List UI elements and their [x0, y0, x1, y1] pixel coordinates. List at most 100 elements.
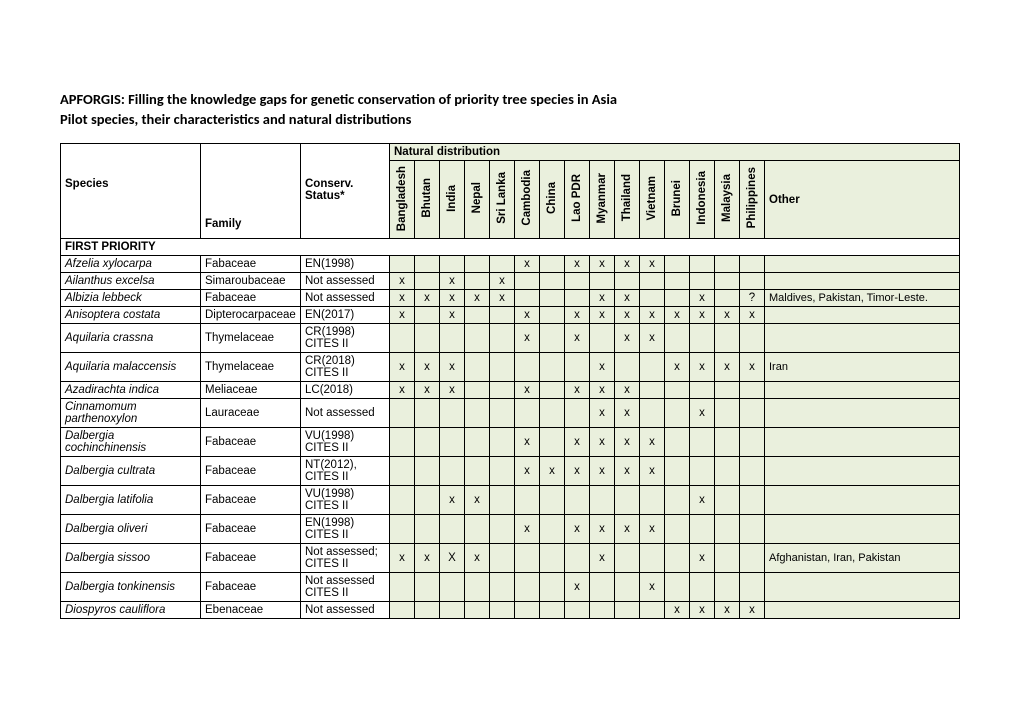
cell-dist [540, 273, 565, 290]
cell-dist: x [690, 399, 715, 428]
cell-dist [540, 486, 565, 515]
cell-dist [440, 428, 465, 457]
cell-dist [640, 273, 665, 290]
cell-dist: x [390, 290, 415, 307]
cell-dist [615, 273, 640, 290]
cell-dist: x [590, 307, 615, 324]
cell-dist [665, 273, 690, 290]
cell-dist [440, 515, 465, 544]
cell-dist: x [415, 353, 440, 382]
cell-species: Dalbergia tonkinensis [61, 573, 201, 602]
cell-species: Albizia lebbeck [61, 290, 201, 307]
cell-dist: x [640, 515, 665, 544]
cell-family: Ebenaceae [201, 602, 301, 619]
cell-dist: x [740, 602, 765, 619]
cell-dist [465, 382, 490, 399]
cell-dist [390, 324, 415, 353]
cell-dist [415, 486, 440, 515]
distribution-table: SpeciesFamilyConserv. Status*Natural dis… [60, 143, 960, 619]
cell-dist [665, 324, 690, 353]
cell-dist [615, 602, 640, 619]
cell-family: Fabaceae [201, 290, 301, 307]
cell-dist [665, 256, 690, 273]
cell-dist [390, 256, 415, 273]
cell-dist [540, 256, 565, 273]
cell-family: Fabaceae [201, 457, 301, 486]
cell-dist: x [515, 382, 540, 399]
cell-dist [715, 399, 740, 428]
table-row: Cinnamomum parthenoxylonLauraceaeNot ass… [61, 399, 960, 428]
cell-dist [690, 256, 715, 273]
cell-dist: x [565, 307, 590, 324]
page: APFORGIS: Filling the knowledge gaps for… [0, 0, 1020, 659]
cell-dist [615, 573, 640, 602]
cell-dist [540, 307, 565, 324]
cell-dist: x [615, 324, 640, 353]
cell-dist [715, 457, 740, 486]
cell-dist [415, 273, 440, 290]
cell-family: Fabaceae [201, 515, 301, 544]
cell-dist [715, 573, 740, 602]
table-row: Dalbergia cultrataFabaceaeNT(2012), CITE… [61, 457, 960, 486]
table-row: Diospyros caulifloraEbenaceaeNot assesse… [61, 602, 960, 619]
cell-dist [615, 486, 640, 515]
cell-dist [665, 486, 690, 515]
cell-dist [590, 486, 615, 515]
cell-family: Simaroubaceae [201, 273, 301, 290]
cell-dist [390, 399, 415, 428]
cell-dist [390, 515, 415, 544]
cell-family: Fabaceae [201, 486, 301, 515]
cell-dist [415, 399, 440, 428]
cell-other [765, 382, 960, 399]
title-line2: Pilot species, their characteristics and… [60, 110, 960, 130]
cell-dist [390, 573, 415, 602]
cell-dist: x [565, 324, 590, 353]
table-head: SpeciesFamilyConserv. Status*Natural dis… [61, 144, 960, 239]
cell-dist: x [590, 428, 615, 457]
cell-dist: x [640, 324, 665, 353]
cell-status: Not assessed [301, 602, 390, 619]
cell-dist [665, 382, 690, 399]
cell-dist [465, 256, 490, 273]
header-status: Conserv. Status* [301, 144, 390, 239]
cell-dist [715, 273, 740, 290]
cell-species: Diospyros cauliflora [61, 602, 201, 619]
cell-dist [740, 399, 765, 428]
cell-dist [740, 273, 765, 290]
cell-dist [490, 324, 515, 353]
cell-dist: x [565, 382, 590, 399]
cell-dist [490, 544, 515, 573]
cell-dist: x [615, 428, 640, 457]
cell-dist [415, 515, 440, 544]
cell-dist: x [615, 457, 640, 486]
cell-dist [715, 256, 740, 273]
cell-dist: x [540, 457, 565, 486]
cell-dist: x [590, 457, 615, 486]
cell-dist [465, 399, 490, 428]
table-row: Azadirachta indicaMeliaceaeLC(2018)xxxxx… [61, 382, 960, 399]
cell-species: Cinnamomum parthenoxylon [61, 399, 201, 428]
cell-dist [690, 573, 715, 602]
cell-dist [715, 544, 740, 573]
cell-other: Afghanistan, Iran, Pakistan [765, 544, 960, 573]
cell-species: Dalbergia sissoo [61, 544, 201, 573]
cell-dist [465, 602, 490, 619]
cell-other [765, 602, 960, 619]
cell-dist [490, 515, 515, 544]
cell-dist: x [640, 256, 665, 273]
header-species: Species [61, 144, 201, 239]
cell-dist [540, 353, 565, 382]
cell-dist [465, 515, 490, 544]
header-country-myanmar: Myanmar [590, 161, 615, 239]
cell-family: Fabaceae [201, 428, 301, 457]
cell-dist: x [640, 307, 665, 324]
cell-dist: x [515, 256, 540, 273]
cell-dist [540, 515, 565, 544]
cell-dist: x [440, 307, 465, 324]
cell-dist: x [615, 290, 640, 307]
cell-dist [590, 324, 615, 353]
table-row: Dalbergia latifoliaFabaceaeVU(1998) CITE… [61, 486, 960, 515]
cell-dist: x [665, 353, 690, 382]
cell-dist [565, 290, 590, 307]
cell-status: NT(2012), CITES II [301, 457, 390, 486]
